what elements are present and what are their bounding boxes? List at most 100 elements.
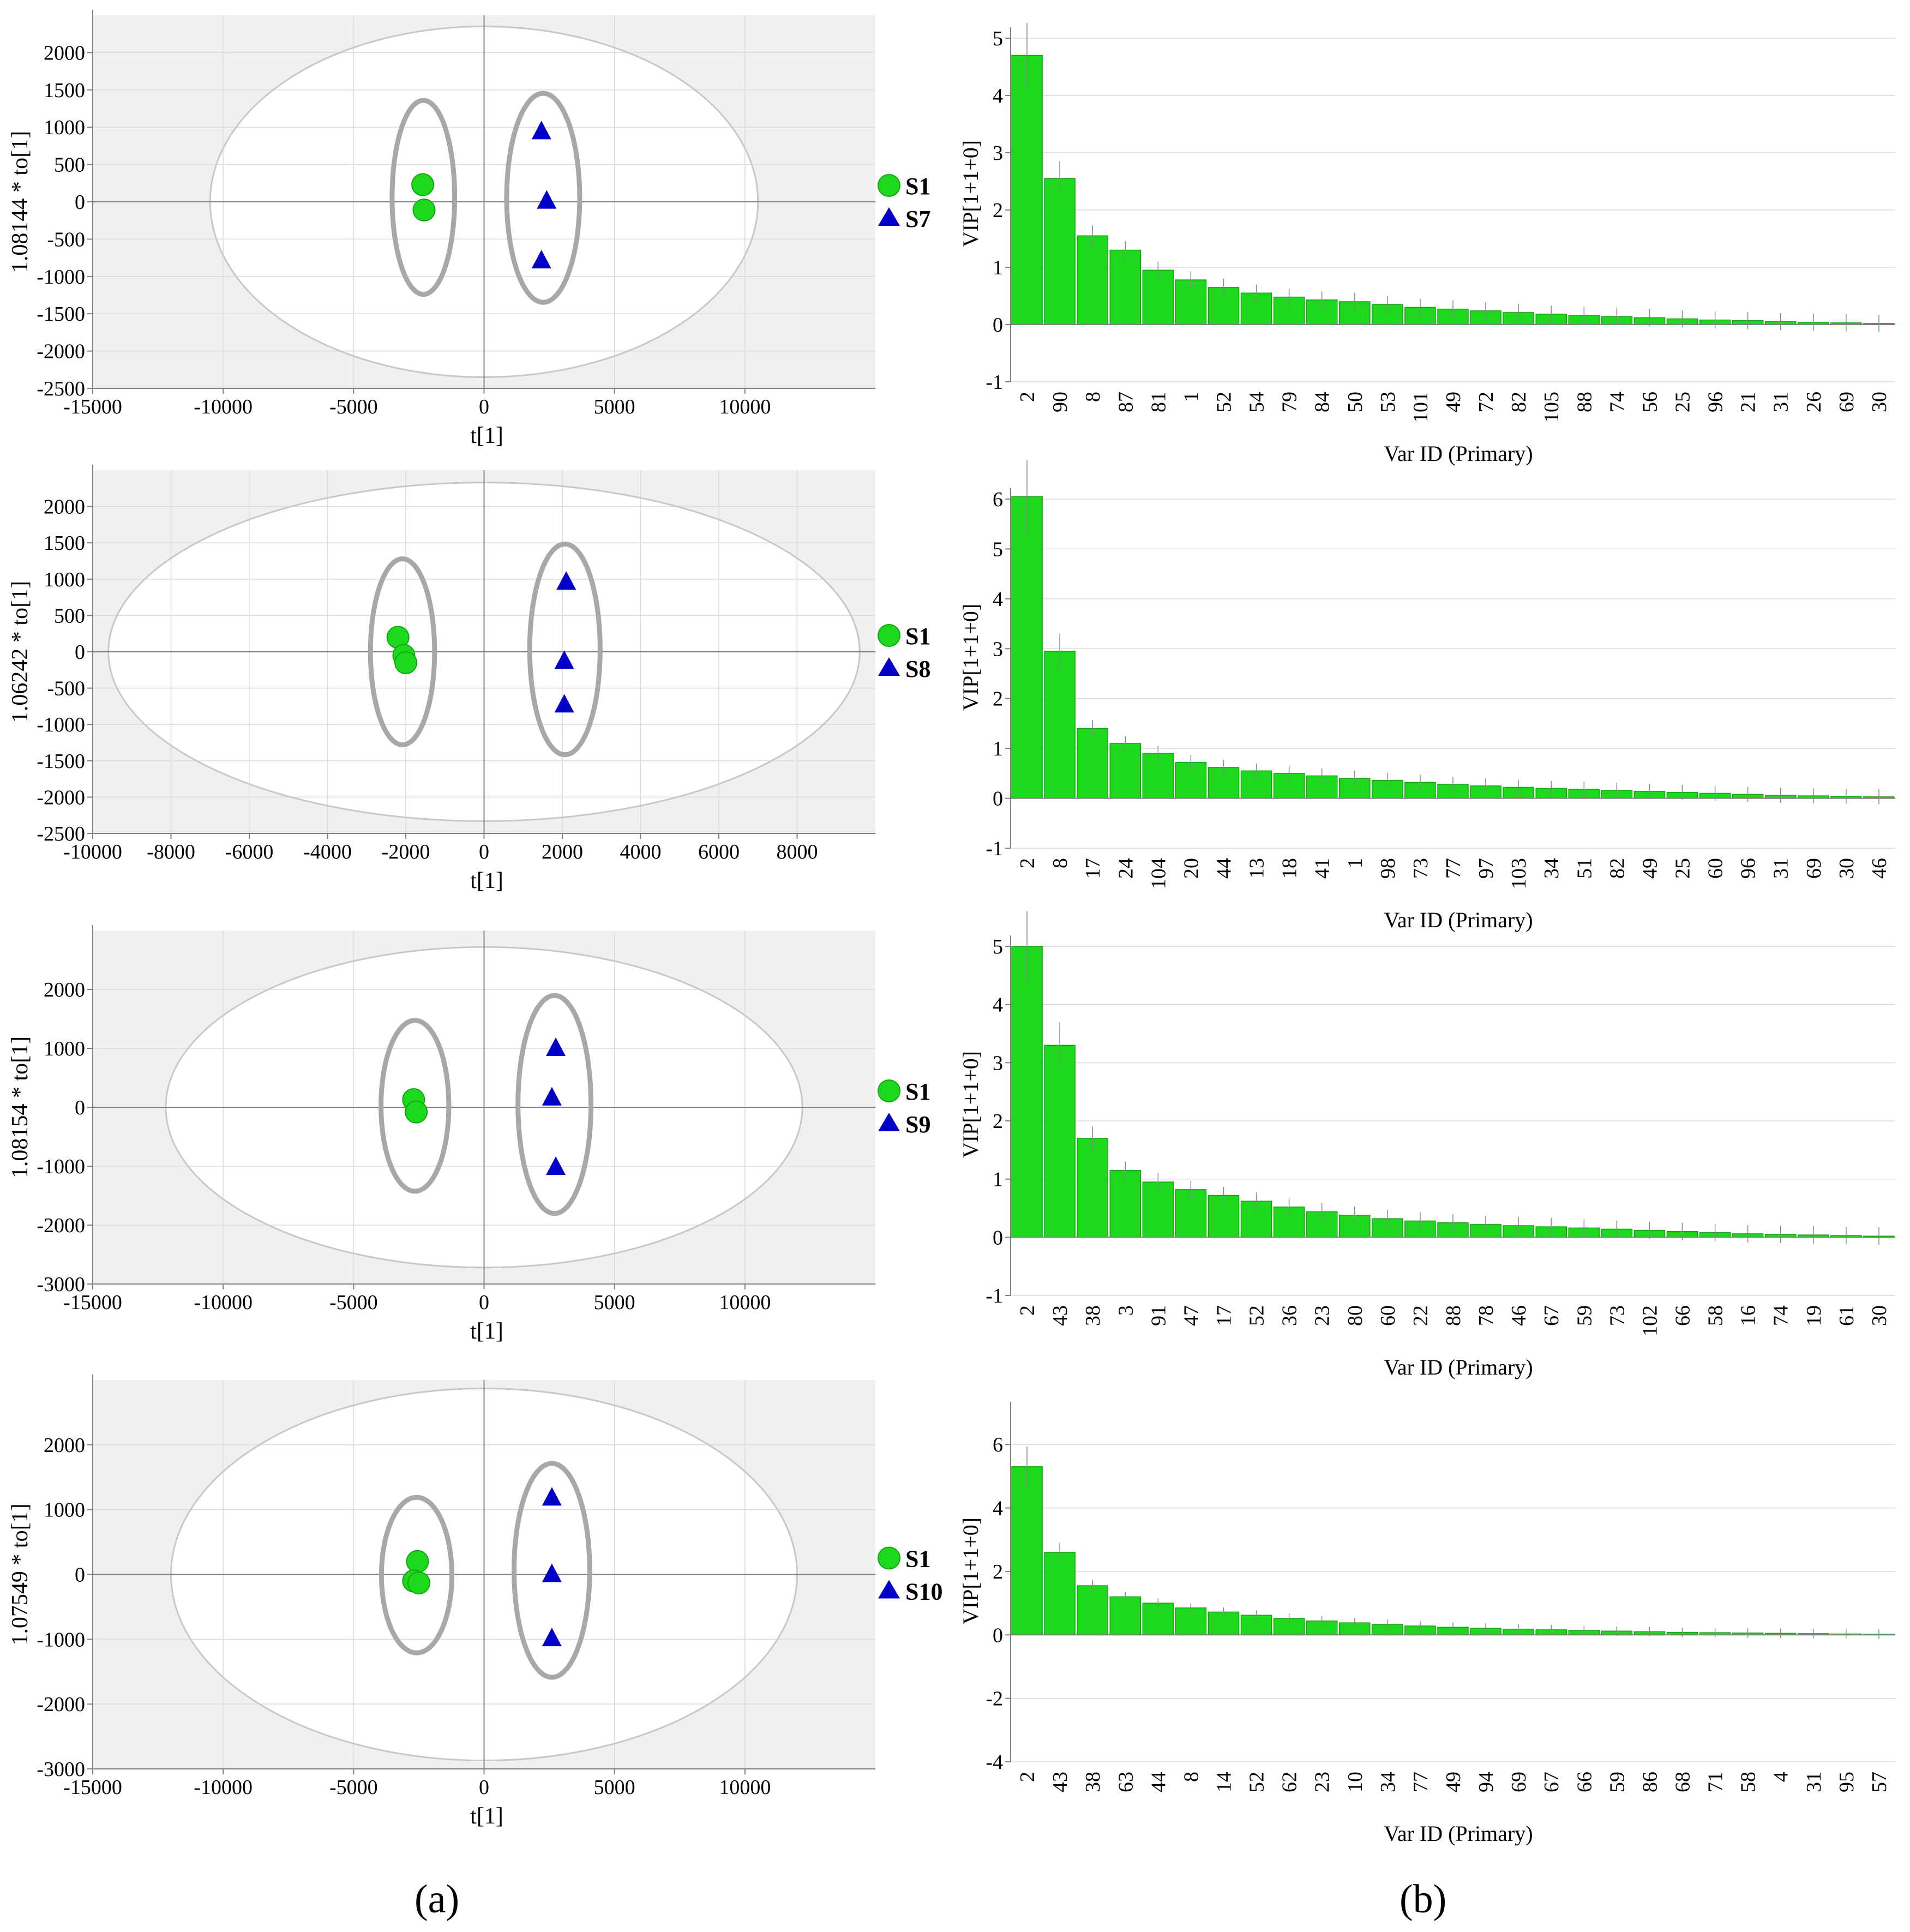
y-tick-label: -1500 — [37, 750, 85, 773]
x-tick-label: 94 — [1475, 1772, 1498, 1792]
x-tick-label: 63 — [1114, 1772, 1137, 1792]
x-tick-label: 25 — [1672, 858, 1695, 879]
bar — [1109, 1169, 1142, 1238]
x-tick-label: -15000 — [63, 1776, 122, 1799]
y-axis-title: VIP[1+1+0] — [958, 604, 983, 711]
point-s9 — [546, 1037, 566, 1056]
bar — [1044, 1552, 1076, 1636]
point-s8 — [554, 650, 574, 669]
x-tick-label: 67 — [1540, 1305, 1563, 1326]
x-tick-label: 98 — [1377, 858, 1400, 879]
x-tick-label: 77 — [1409, 1772, 1432, 1792]
y-tick-label: 5 — [993, 27, 1003, 50]
bar — [1011, 496, 1043, 799]
x-tick-label: 67 — [1540, 1772, 1563, 1792]
x-tick-label: 87 — [1114, 392, 1137, 412]
x-tick-label: -5000 — [329, 1291, 378, 1314]
y-tick-label: -2000 — [37, 340, 85, 363]
bar — [1109, 743, 1142, 799]
x-tick-label: 23 — [1311, 1305, 1334, 1326]
y-tick-label: 1000 — [44, 1499, 85, 1522]
legend-marker-circle — [878, 1546, 900, 1570]
point-s10 — [542, 1487, 562, 1506]
point-s7 — [537, 190, 557, 209]
point-s10 — [542, 1628, 562, 1647]
y-tick-label: 0 — [993, 1226, 1003, 1249]
y-tick-label: -1000 — [37, 266, 85, 289]
x-axis-title: Var ID (Primary) — [1384, 441, 1533, 466]
x-tick-label: 49 — [1638, 858, 1661, 879]
x-tick-label: 2 — [1016, 1772, 1039, 1782]
bar — [1011, 946, 1043, 1238]
y-tick-label: 6 — [993, 1433, 1003, 1456]
x-tick-label: -15000 — [63, 1291, 122, 1314]
group-ellipse-s1 — [379, 1018, 452, 1194]
x-tick-label: 53 — [1377, 392, 1400, 412]
y-tick-label: 0 — [993, 314, 1003, 337]
vip-plot-1: 2 90 8 87 81 1 52 54 79 84 50 53 101 49 72 82 105 88 74 56 2… — [958, 23, 1895, 466]
y-tick-label: -2500 — [37, 823, 85, 845]
point-s1 — [411, 173, 435, 196]
legend-label: S10 — [905, 1579, 942, 1605]
x-tick-label: 54 — [1246, 392, 1269, 412]
y-tick-label: 4 — [993, 1497, 1003, 1520]
y-tick-label: -1500 — [37, 303, 85, 326]
x-tick-label: 74 — [1606, 392, 1629, 412]
x-tick-label: 34 — [1540, 858, 1563, 879]
x-tick-label: 44 — [1147, 1772, 1170, 1792]
x-tick-label: 8 — [1082, 392, 1104, 402]
x-tick-label: 10000 — [719, 1776, 771, 1799]
x-tick-label: 6000 — [698, 841, 740, 863]
x-tick-label: 20 — [1180, 858, 1203, 879]
legend-marker-triangle — [878, 1113, 900, 1131]
x-tick-label: 62 — [1278, 1772, 1301, 1792]
x-tick-label: 10 — [1344, 1772, 1367, 1792]
x-tick-label: 2000 — [542, 841, 583, 863]
legend-label: S7 — [905, 206, 930, 232]
x-axis-title: t[1] — [470, 1319, 503, 1344]
x-tick-label: 46 — [1868, 858, 1891, 879]
group-ellipse-s8 — [527, 541, 603, 758]
x-tick-label: 96 — [1737, 858, 1760, 879]
x-tick-label: 10000 — [719, 395, 771, 418]
x-tick-label: 0 — [479, 841, 489, 863]
x-axis-title: Var ID (Primary) — [1384, 908, 1533, 932]
x-tick-label: 31 — [1803, 1772, 1825, 1792]
x-tick-label: 80 — [1344, 1305, 1367, 1326]
x-tick-label: 38 — [1082, 1305, 1104, 1326]
y-axis-title: VIP[1+1+0] — [958, 1517, 983, 1624]
x-tick-label: 43 — [1049, 1772, 1072, 1792]
x-tick-label: 69 — [1835, 392, 1858, 412]
point-s7 — [531, 121, 551, 140]
x-tick-label: 21 — [1737, 392, 1760, 412]
panel-label-b: (b) — [1400, 1877, 1447, 1922]
x-tick-label: 1 — [1344, 858, 1367, 868]
x-tick-label: 78 — [1475, 1305, 1498, 1326]
x-tick-label: 0 — [479, 1776, 489, 1799]
x-tick-label: -10000 — [194, 1776, 253, 1799]
y-tick-label: -3000 — [37, 1273, 85, 1296]
y-axis-title: 1.08154 * to[1] — [8, 1036, 33, 1178]
y-axis-title: VIP[1+1+0] — [958, 1051, 983, 1158]
x-tick-label: 26 — [1803, 392, 1825, 412]
x-axis-title: t[1] — [470, 423, 503, 448]
x-tick-label: 24 — [1114, 858, 1137, 879]
x-tick-label: 30 — [1835, 858, 1858, 879]
x-tick-label: 90 — [1049, 392, 1072, 412]
x-tick-label: 14 — [1212, 1772, 1235, 1792]
x-tick-label: 41 — [1311, 858, 1334, 879]
x-tick-label: 49 — [1442, 1772, 1465, 1792]
y-axis-title: 1.07549 * to[1] — [8, 1503, 33, 1645]
legend-label: S8 — [905, 656, 930, 682]
x-tick-label: 17 — [1212, 1305, 1235, 1326]
x-tick-label: 47 — [1180, 1305, 1203, 1326]
x-tick-label: -2000 — [382, 841, 430, 863]
x-tick-label: 73 — [1409, 858, 1432, 879]
x-tick-label: 25 — [1672, 392, 1695, 412]
x-tick-label: 60 — [1377, 1305, 1400, 1326]
y-tick-label: -2 — [986, 1688, 1003, 1711]
x-tick-label: 4000 — [620, 841, 662, 863]
y-tick-label: -1 — [986, 837, 1003, 860]
y-tick-label: 3 — [993, 638, 1003, 661]
x-tick-label: 30 — [1868, 392, 1891, 412]
